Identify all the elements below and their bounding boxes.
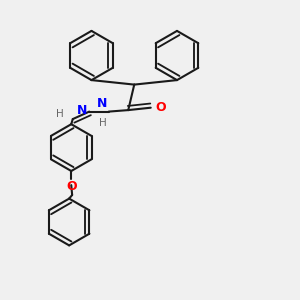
Text: N: N bbox=[77, 103, 88, 117]
Text: O: O bbox=[66, 180, 76, 193]
Text: H: H bbox=[100, 118, 107, 128]
Text: H: H bbox=[56, 109, 64, 119]
Text: O: O bbox=[155, 101, 166, 114]
Text: N: N bbox=[97, 97, 107, 110]
